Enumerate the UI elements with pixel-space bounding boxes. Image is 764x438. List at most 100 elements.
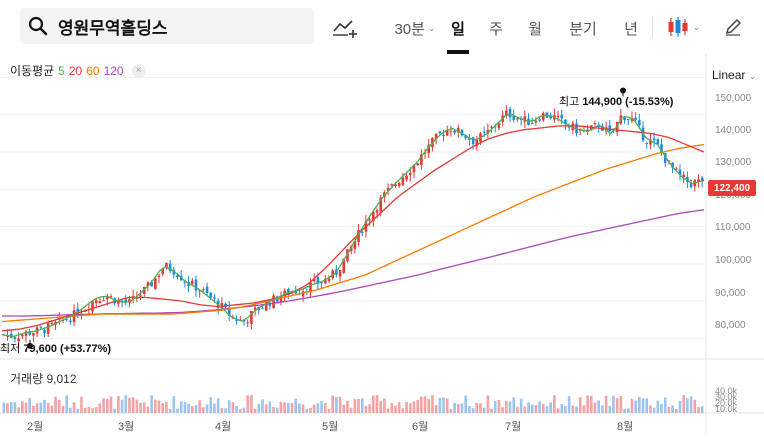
volume-bar (17, 407, 20, 413)
search-icon[interactable] (20, 8, 56, 44)
candle-body (660, 144, 663, 153)
candle-body (412, 165, 416, 173)
candle-body (150, 282, 153, 287)
tab-year[interactable]: 년 (624, 20, 638, 38)
volume-bar (135, 399, 139, 413)
candle-body (168, 263, 172, 272)
ma5-line (1, 113, 705, 338)
volume-bar (512, 397, 516, 413)
high-annotation: 최고 144,900 (-15.53%) (559, 93, 673, 109)
volume-bar (43, 399, 46, 413)
volume-bar (527, 402, 530, 413)
candle-body (674, 168, 678, 170)
candle-body (202, 289, 205, 291)
stock-name[interactable]: 영원무역홀딩스 (58, 18, 168, 38)
candle-body (434, 133, 438, 140)
close-icon[interactable]: × (131, 63, 146, 78)
x-tick-label: 3월 (118, 421, 135, 433)
volume-bar (335, 397, 338, 413)
add-indicator-icon[interactable] (330, 14, 360, 40)
volume-bar (124, 395, 128, 413)
volume-bar (94, 407, 98, 413)
volume-bar (261, 399, 264, 413)
candle-body (427, 144, 431, 154)
candle-body (638, 120, 641, 126)
candle-body (397, 182, 401, 187)
candle-body (608, 125, 612, 132)
volume-bar (678, 401, 682, 413)
volume-bar (372, 395, 375, 413)
tab-week[interactable]: 주 (489, 20, 503, 38)
candle-body (442, 134, 445, 136)
volume-bar (368, 404, 371, 413)
ma120-label: 120 (103, 63, 124, 78)
tab-day[interactable]: 일 (451, 20, 465, 38)
volume-bar (154, 399, 157, 413)
candle-body (530, 122, 534, 124)
volume-bar (305, 408, 309, 413)
candle-body (161, 268, 165, 275)
volume-bar (383, 398, 386, 413)
candle-body (316, 277, 320, 284)
candle-body (24, 331, 28, 336)
volume-bar (619, 396, 623, 413)
candle-body (13, 337, 17, 340)
ma20-label: 20 (68, 63, 83, 78)
chart-type-dropdown[interactable]: ⌄ (664, 14, 702, 40)
volume-bar (83, 407, 87, 413)
candle-body (408, 172, 412, 176)
candle-body (198, 290, 201, 292)
volume-bar (689, 396, 693, 413)
candle-body (682, 174, 685, 178)
price-chart[interactable] (0, 54, 764, 433)
y-tick-label: 140,000 (715, 125, 752, 136)
volume-bar (80, 396, 83, 413)
tab-quarter[interactable]: 분기 (569, 20, 597, 38)
volume-bar (615, 398, 619, 413)
candle-body (227, 307, 231, 316)
candle-body (124, 299, 128, 303)
volume-bar (106, 398, 109, 413)
candle-body (401, 177, 405, 185)
chart-toolbar: 영원무역홀딩스 30분 ⌄ 일 주 월 분기 년 ⌄ (0, 0, 764, 54)
candle-body (663, 152, 667, 163)
volume-bar (434, 405, 438, 413)
candle-body (320, 282, 323, 284)
stock-search-box[interactable]: 영원무역홀딩스 (20, 8, 314, 44)
volume-bar (608, 405, 612, 413)
volume-bar (671, 405, 674, 413)
volume-bar (39, 402, 43, 413)
candle-body (261, 307, 264, 309)
candle-body (405, 175, 408, 180)
candle-body (541, 113, 545, 121)
scale-toggle[interactable]: Linear ⌄ (712, 68, 756, 82)
interval-dropdown[interactable]: 30분 ⌄ (393, 15, 437, 41)
candle-body (349, 246, 353, 252)
volume-bar (412, 401, 416, 413)
volume-bar (316, 403, 320, 413)
y-tick-label: 90,000 (715, 288, 746, 299)
volume-bar (390, 402, 394, 413)
volume-bar (686, 398, 689, 413)
volume-bar (98, 403, 102, 413)
chart-area[interactable] (0, 54, 764, 433)
candle-body (471, 137, 475, 145)
volume-bar (604, 395, 608, 413)
candle-body (475, 139, 479, 147)
volume-bar (700, 406, 704, 413)
tab-month[interactable]: 월 (528, 20, 542, 38)
volume-bar (638, 396, 641, 413)
volume-bar (649, 405, 652, 413)
volume-bar (674, 408, 678, 413)
volume-bar (516, 406, 519, 413)
volume-bar (109, 396, 113, 413)
candle-body (120, 300, 124, 302)
volume-bar (146, 406, 150, 413)
moving-average-legend: 이동평균 5 20 60 120 × (10, 62, 146, 79)
candle-body (205, 286, 209, 294)
volume-bar (401, 408, 405, 413)
pencil-icon[interactable] (720, 14, 746, 40)
candle-body (468, 138, 471, 140)
candle-body (390, 184, 394, 186)
candle-body (342, 258, 346, 273)
